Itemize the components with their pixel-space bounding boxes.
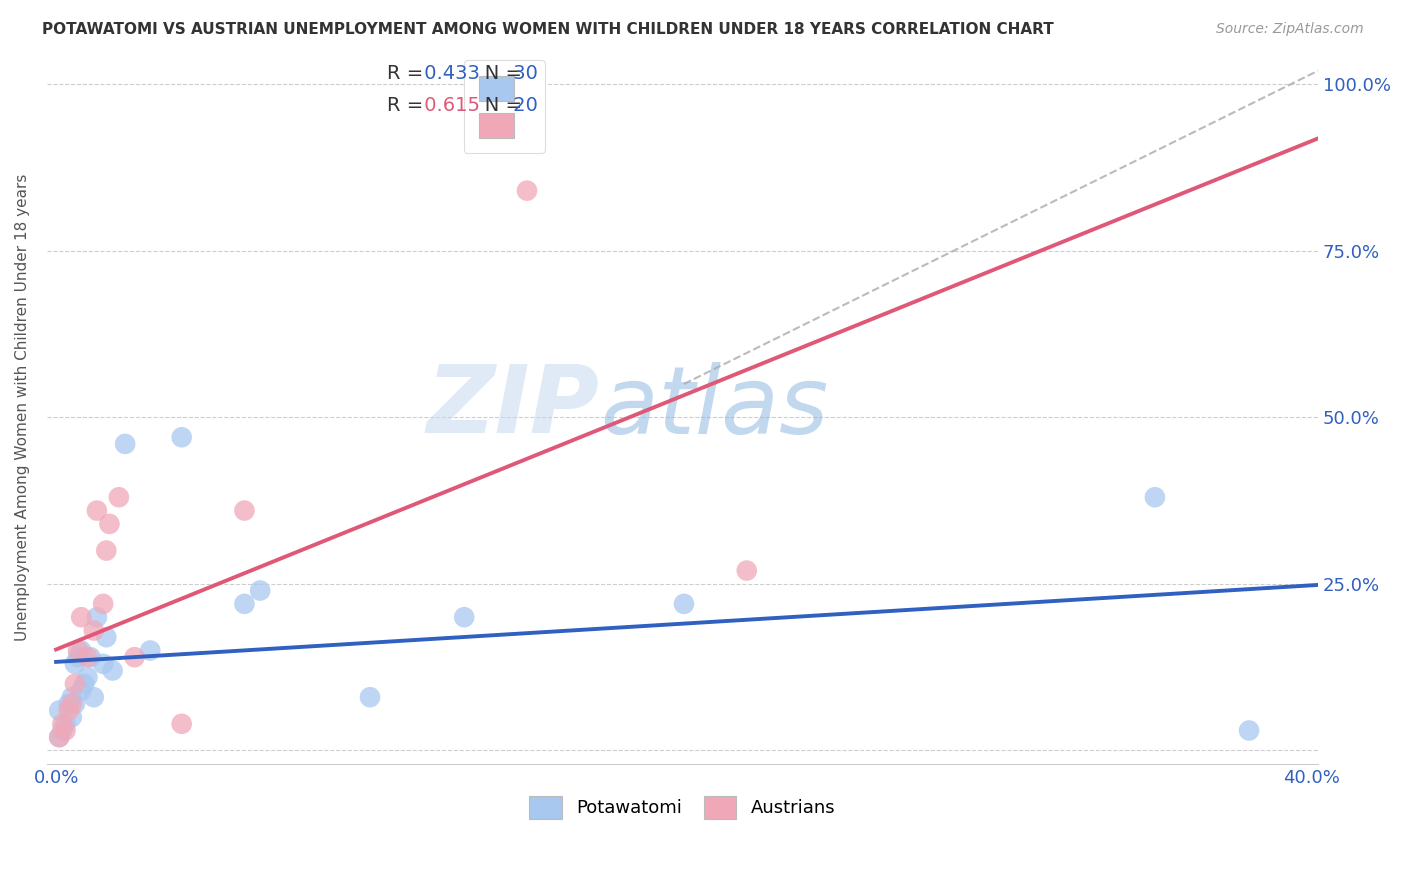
Point <box>98 516 121 531</box>
Point <box>79 650 101 665</box>
Point <box>55 716 77 731</box>
Point <box>249 583 271 598</box>
Point <box>453 610 475 624</box>
Text: ZIP: ZIP <box>427 361 600 453</box>
Point <box>114 437 136 451</box>
Point <box>70 610 93 624</box>
Point <box>58 704 80 718</box>
Point <box>516 184 538 198</box>
Point <box>51 716 73 731</box>
Point <box>48 730 70 744</box>
Text: 30: 30 <box>508 64 538 83</box>
Point <box>67 650 90 665</box>
Point <box>170 716 193 731</box>
Text: Source: ZipAtlas.com: Source: ZipAtlas.com <box>1216 22 1364 37</box>
Point <box>108 490 131 504</box>
Text: R =: R = <box>388 96 430 115</box>
Text: 0.433: 0.433 <box>418 64 479 83</box>
Point <box>86 610 108 624</box>
Point <box>233 503 256 517</box>
Point <box>60 697 83 711</box>
Point <box>63 677 86 691</box>
Point <box>83 624 105 638</box>
Point <box>124 650 146 665</box>
Point <box>60 710 83 724</box>
Point <box>73 677 96 691</box>
Point <box>359 690 381 705</box>
Point <box>63 657 86 671</box>
Text: atlas: atlas <box>600 362 828 453</box>
Point <box>63 697 86 711</box>
Point <box>67 643 90 657</box>
Y-axis label: Unemployment Among Women with Children Under 18 years: Unemployment Among Women with Children U… <box>15 174 30 641</box>
Text: POTAWATOMI VS AUSTRIAN UNEMPLOYMENT AMONG WOMEN WITH CHILDREN UNDER 18 YEARS COR: POTAWATOMI VS AUSTRIAN UNEMPLOYMENT AMON… <box>42 22 1054 37</box>
Point <box>735 564 758 578</box>
Point <box>51 723 73 738</box>
Point <box>83 690 105 705</box>
Text: 0.615: 0.615 <box>418 96 479 115</box>
Point <box>70 643 93 657</box>
Point <box>96 630 118 644</box>
Text: R =: R = <box>388 64 430 83</box>
Point <box>86 503 108 517</box>
Text: N =: N = <box>467 96 529 115</box>
Point <box>76 650 98 665</box>
Point <box>55 723 77 738</box>
Point <box>1143 490 1166 504</box>
Point <box>170 430 193 444</box>
Point <box>91 657 114 671</box>
Point <box>91 597 114 611</box>
Point <box>1237 723 1260 738</box>
Point <box>58 697 80 711</box>
Point <box>48 704 70 718</box>
Text: 20: 20 <box>508 96 538 115</box>
Point <box>70 683 93 698</box>
Point <box>48 730 70 744</box>
Point <box>139 643 162 657</box>
Point <box>101 664 124 678</box>
Point <box>76 670 98 684</box>
Point <box>96 543 118 558</box>
Point <box>60 690 83 705</box>
Text: N =: N = <box>467 64 529 83</box>
Point <box>672 597 695 611</box>
Point <box>233 597 256 611</box>
Legend: Potawatomi, Austrians: Potawatomi, Austrians <box>522 789 842 826</box>
